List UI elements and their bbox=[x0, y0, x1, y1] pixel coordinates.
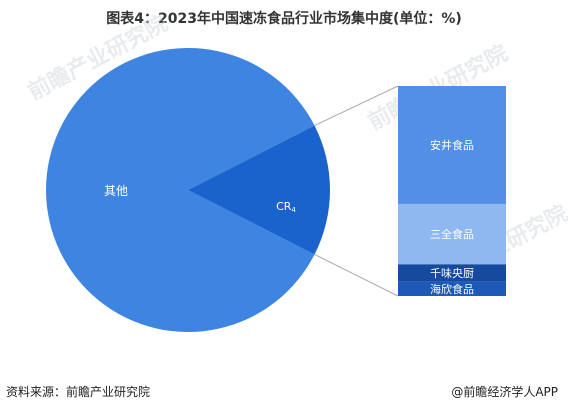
pie-label-other: 其他 bbox=[104, 184, 128, 198]
breakdown-bar bbox=[398, 86, 506, 296]
connector-line-bottom bbox=[314, 254, 399, 297]
pie-label-cr4: CR4 bbox=[276, 200, 296, 214]
chart-title: 图表4：2023年中国速冻食品行业市场集中度(单位：%) bbox=[106, 11, 462, 27]
pie-slice-cr4 bbox=[188, 125, 330, 255]
bar-segment-label: 三全食品 bbox=[430, 227, 474, 241]
bar-segment-label: 安井食品 bbox=[430, 138, 474, 152]
source-note: 资料来源：前瞻产业研究院 bbox=[6, 385, 151, 399]
bar-segment-sanquan bbox=[398, 203, 506, 265]
bar-segment-label: 海欣食品 bbox=[430, 282, 474, 296]
pie bbox=[45, 47, 330, 332]
brand-credit: @前瞻经济学人APP bbox=[451, 385, 558, 399]
pie-slice-other bbox=[45, 47, 315, 332]
connector-lines bbox=[314, 85, 399, 297]
bar-segment-anjing bbox=[398, 86, 506, 204]
bar-segment-haixin bbox=[398, 281, 506, 296]
connector-line-top bbox=[314, 85, 399, 126]
bar-segment-label: 千味央厨 bbox=[430, 267, 474, 280]
bar-segment-qianwei bbox=[398, 264, 506, 282]
